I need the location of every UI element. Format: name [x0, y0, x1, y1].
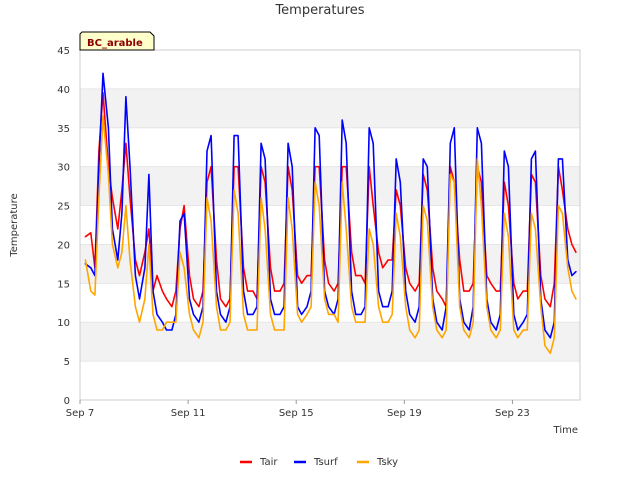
series-line-tsurf: [84, 72, 577, 339]
x-axis-ticks: Sep 7 Sep 11 Sep 15 Sep 19 Sep 23: [66, 400, 530, 419]
badge-label: BC_arable: [87, 38, 143, 49]
legend: Tair Tsurf Tsky: [240, 457, 398, 468]
series-lines: [84, 72, 577, 355]
series-line-tsky: [84, 115, 577, 355]
y-tick-label: 5: [64, 357, 70, 368]
plot-frame: [79, 49, 581, 401]
y-tick-label: 20: [57, 240, 70, 251]
y-tick-label: 15: [57, 279, 70, 290]
y-tick-label: 30: [57, 163, 70, 174]
x-tick-label: Sep 11: [171, 408, 206, 419]
badge-background: [79, 31, 155, 51]
y-tick-label: 40: [57, 85, 70, 96]
x-tick-label: Sep 7: [66, 408, 94, 419]
plot-bands: [80, 49, 580, 401]
legend-label-tsurf: Tsurf: [313, 457, 338, 468]
grid-band: [80, 166, 580, 206]
x-tick-label: Sep 19: [387, 408, 422, 419]
legend-label-tsky: Tsky: [376, 457, 398, 468]
y-axis-ticks: 0 5 10 15 20 25 30 35 40 45: [57, 46, 70, 407]
grid-band: [80, 88, 580, 128]
y-tick-label: 10: [57, 318, 70, 329]
x-tick-label: Sep 15: [279, 408, 314, 419]
x-axis-label: Time: [553, 425, 578, 436]
y-tick-label: 35: [57, 124, 70, 135]
y-tick-label: 0: [64, 396, 70, 407]
series-line-tair: [84, 92, 577, 308]
dataset-badge: BC_arable: [79, 31, 155, 51]
chart-title: Temperatures: [274, 3, 364, 18]
y-tick-label: 45: [57, 46, 70, 57]
legend-label-tair: Tair: [259, 457, 278, 468]
grid-band: [80, 322, 580, 362]
x-tick-label: Sep 23: [495, 408, 530, 419]
grid-band: [80, 244, 580, 284]
y-axis-label: Temperature: [9, 193, 20, 257]
y-tick-label: 25: [57, 202, 70, 213]
